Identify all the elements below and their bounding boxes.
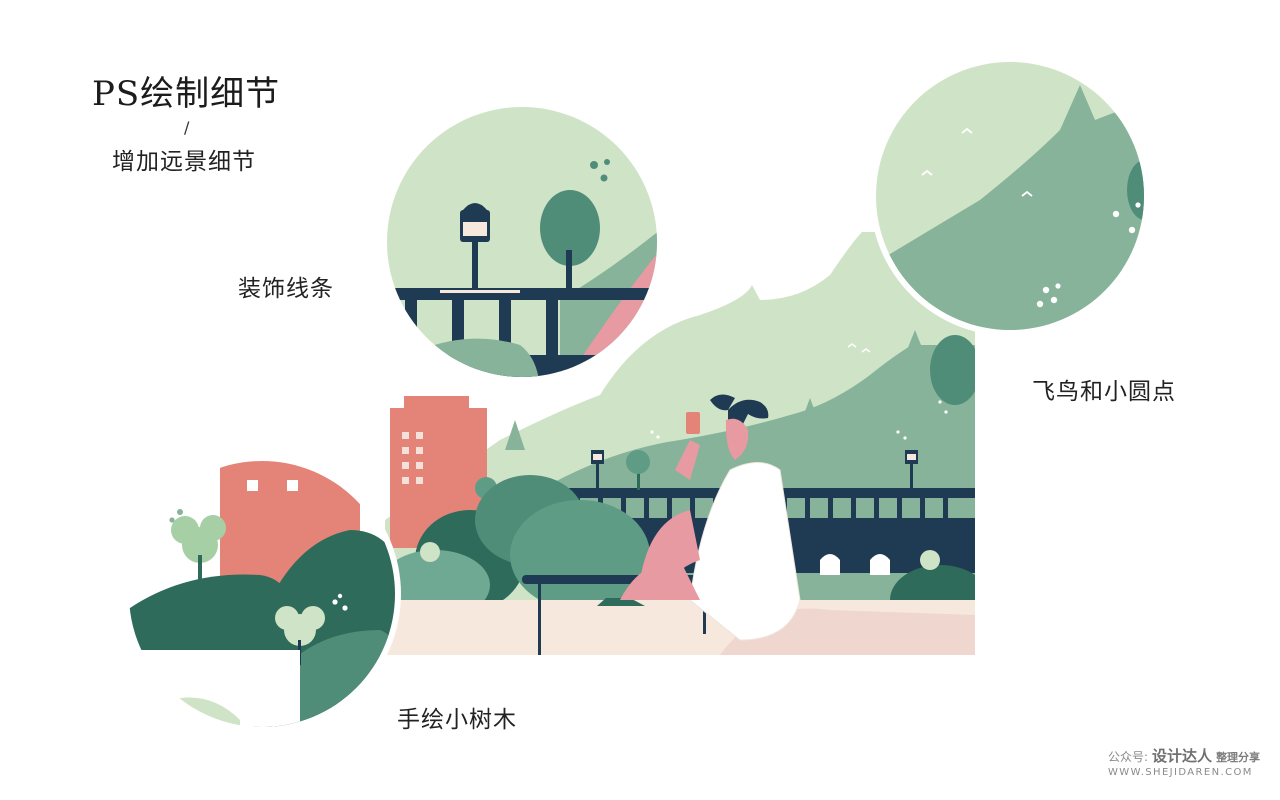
zoom-circle-lines	[387, 107, 657, 377]
distant-birds	[847, 343, 871, 353]
watermark-prefix: 公众号:	[1108, 750, 1149, 764]
watermark-tag: 整理分享	[1216, 751, 1261, 764]
page-title: PS绘制细节	[92, 74, 281, 114]
page-subtitle: 增加远景细节	[112, 149, 256, 175]
main-scene	[385, 232, 975, 655]
small-trees	[475, 450, 650, 499]
callout-hand-drawn-trees: 手绘小树木	[397, 707, 517, 733]
callout-decorative-lines: 装饰线条	[238, 276, 334, 302]
zoom-circle-birds	[876, 62, 1144, 330]
small-dots	[650, 400, 948, 440]
building-windows	[402, 432, 423, 484]
street-lamps	[591, 450, 918, 490]
title-divider: /	[184, 118, 190, 137]
callout-birds-and-dots: 飞鸟和小圆点	[1032, 379, 1176, 405]
watermark-brand: 设计达人	[1152, 747, 1213, 765]
watermark-url: WWW.SHEJIDAREN.COM	[1108, 767, 1253, 778]
woman-figure	[620, 394, 801, 641]
watermark: 公众号: 设计达人 整理分享 WWW.SHEJIDAREN.COM	[1108, 749, 1260, 778]
